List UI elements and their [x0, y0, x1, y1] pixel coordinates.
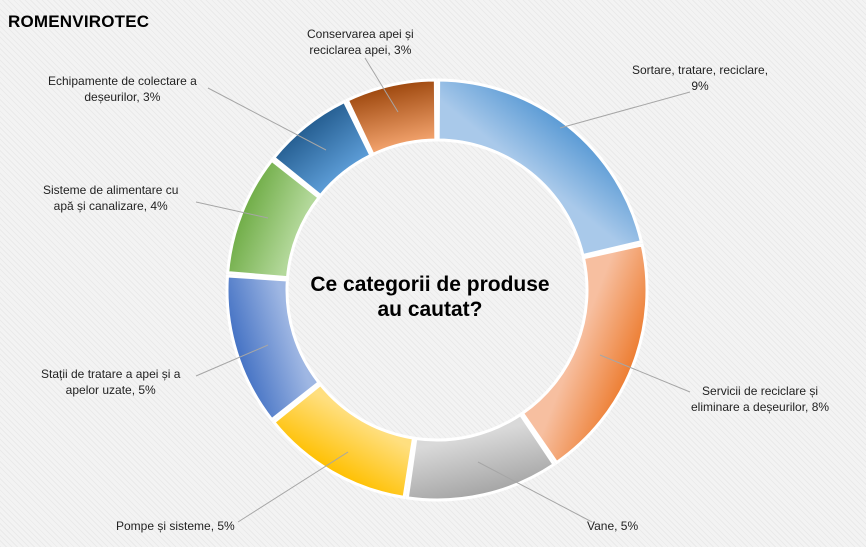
data-label-5: Stații de tratare a apei și a apelor uzat…: [41, 366, 180, 398]
slice-4: [271, 382, 416, 500]
data-label-2-line-2: eliminare a deșeurilor, 8%: [691, 400, 830, 414]
data-label-1-line-1: Sortare, tratare, reciclare,: [632, 63, 769, 77]
data-label-1-line-2: 9%: [691, 79, 709, 93]
leader-line-8: [364, 57, 399, 113]
data-label-7-line-2: deșeurilor, 3%: [84, 90, 161, 104]
data-label-3: Vane, 5%: [587, 518, 638, 534]
slice-1: [436, 78, 644, 258]
data-label-8: Conservarea apei și reciclarea apei, 3%: [307, 26, 414, 58]
leader-line-6: [195, 201, 269, 219]
data-label-1: Sortare, tratare, reciclare, 9%: [632, 62, 768, 94]
data-label-7: Echipamente de colectare a deșeurilor, 3%: [48, 73, 197, 105]
data-label-4: Pompe și sisteme, 5%: [116, 518, 235, 534]
brand-title: ROMENVIROTEC: [8, 12, 150, 31]
data-label-6: Sisteme de alimentare cu apă și canalizar…: [43, 182, 178, 214]
data-label-5-line-2: apelor uzate, 5%: [65, 383, 156, 397]
slice-8: [345, 78, 438, 157]
leader-line-2: [599, 354, 691, 393]
data-label-7-line-1: Echipamente de colectare a: [48, 74, 197, 88]
slice-6: [226, 158, 322, 280]
leader-line-3: [477, 461, 593, 523]
data-label-5-line-1: Stații de tratare a apei și a: [41, 367, 181, 381]
chart-title: Ce categorii de produse au cautat?: [285, 272, 575, 322]
slice-2: [520, 243, 649, 465]
chart-title-line-1: Ce categorii de produse: [310, 273, 550, 296]
leader-line-4: [237, 451, 349, 523]
leader-line-7: [207, 87, 327, 151]
leader-line-1: [559, 91, 691, 129]
leader-line-5: [195, 344, 269, 377]
data-label-4-line-1: Pompe și sisteme, 5%: [116, 519, 235, 533]
data-label-6-line-1: Sisteme de alimentare cu: [43, 183, 179, 197]
slice-3: [405, 412, 557, 502]
data-label-2-line-1: Servicii de reciclare și: [702, 384, 819, 398]
data-label-8-line-2: reciclarea apei, 3%: [309, 43, 412, 57]
chart-title-line-2: au cautat?: [377, 298, 483, 321]
data-label-3-line-1: Vane, 5%: [587, 519, 639, 533]
slice-5: [225, 274, 322, 422]
data-label-6-line-2: apă și canalizare, 4%: [53, 199, 168, 213]
data-label-2: Servicii de reciclare și eliminare a deșe…: [691, 383, 829, 415]
data-label-8-line-1: Conservarea apei și: [307, 27, 414, 41]
